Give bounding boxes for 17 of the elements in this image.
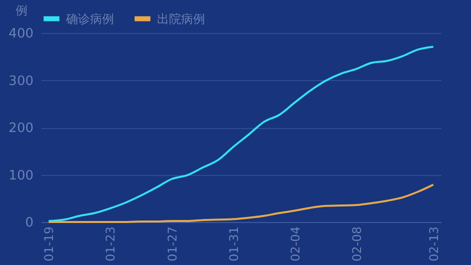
x-tick-label: 02-08: [350, 226, 364, 262]
x-tick-label: 02-04: [288, 226, 302, 262]
y-tick-label: 0: [25, 216, 34, 230]
line-series: [48, 184, 434, 223]
x-tick-label: 01-31: [226, 226, 241, 262]
legend-label: 出院病例: [157, 12, 205, 26]
y-tick-label: 200: [8, 121, 34, 136]
line-series: [48, 46, 434, 222]
y-tick-label: 100: [8, 168, 34, 184]
x-tick-label: 01-27: [165, 226, 180, 262]
x-tick-label: 01-23: [104, 226, 118, 262]
y-tick-label: 400: [8, 26, 34, 42]
y-axis-title: 例: [16, 4, 28, 18]
x-tick-label: 01-19: [42, 226, 56, 262]
y-tick-label: 300: [8, 74, 34, 89]
x-tick-label: 02-13: [426, 226, 441, 262]
legend-label: 确诊病例: [65, 12, 114, 26]
